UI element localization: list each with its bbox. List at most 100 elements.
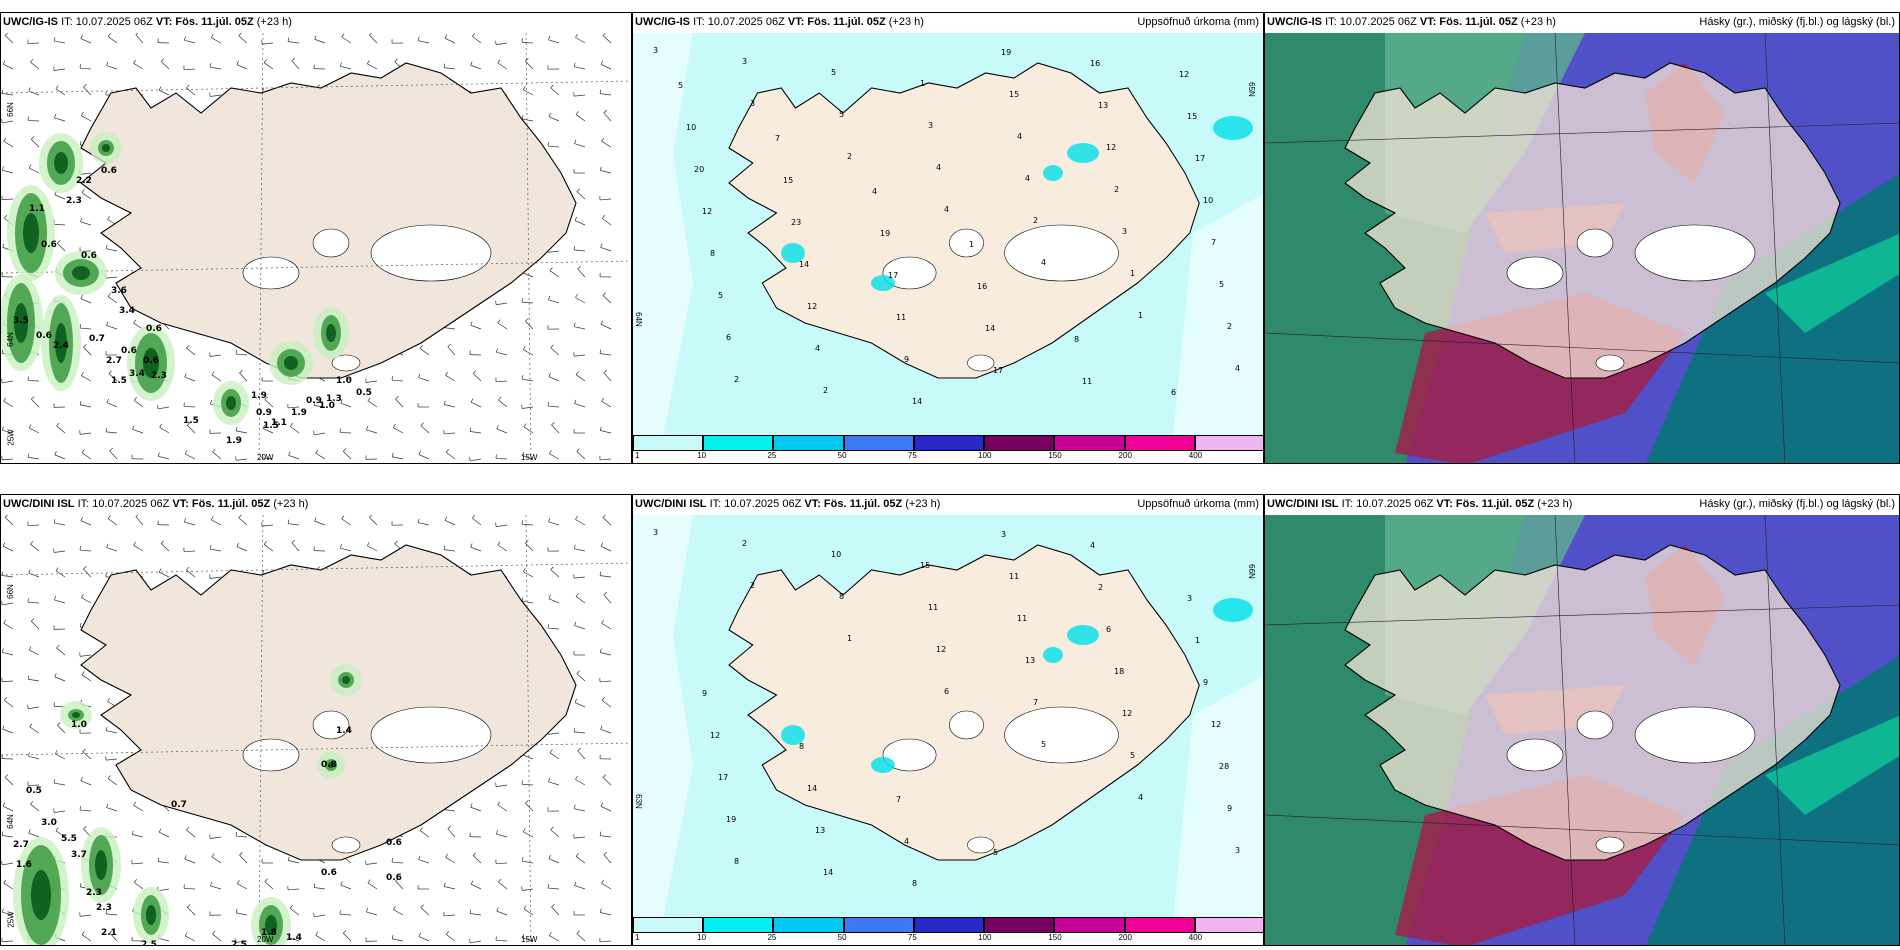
wind-barb bbox=[290, 908, 300, 916]
wind-barb bbox=[27, 602, 40, 604]
wind-barb bbox=[29, 167, 40, 174]
wind-barb bbox=[158, 89, 170, 96]
precip-value: 14 bbox=[799, 260, 809, 269]
lon-label: 15W bbox=[521, 453, 538, 462]
precip-value: 9 bbox=[1203, 678, 1208, 687]
wind-map-panel-top: UWC/IG-IS IT: 10.07.2025 06Z VT: Fös. 11… bbox=[0, 12, 632, 464]
wind-barb bbox=[600, 458, 612, 461]
wind-barb bbox=[80, 298, 92, 304]
precip-value: 4 bbox=[936, 163, 941, 172]
wind-precip-value: 2.3 bbox=[66, 196, 82, 206]
wind-barb bbox=[262, 524, 274, 527]
colorbar-cell bbox=[633, 917, 704, 933]
wind-barb bbox=[574, 66, 586, 70]
iceland-land bbox=[1344, 544, 1841, 861]
wind-barb bbox=[29, 427, 40, 434]
wind-barb bbox=[264, 881, 274, 890]
precip-spot bbox=[871, 275, 895, 291]
wind-barb bbox=[315, 452, 326, 460]
wind-barb bbox=[28, 678, 40, 682]
precip-spot bbox=[1067, 625, 1099, 645]
graticule-line bbox=[1265, 814, 1899, 846]
precip-value: 12 bbox=[710, 731, 720, 740]
wind-barb bbox=[395, 398, 404, 408]
wind-barb bbox=[603, 594, 612, 604]
wind-barb bbox=[54, 550, 66, 553]
wind-precip-value: 3.5 bbox=[13, 316, 29, 326]
colorbar-cell bbox=[984, 435, 1055, 451]
wind-barb bbox=[603, 372, 612, 382]
wind-barb bbox=[186, 829, 196, 838]
wind-precip-value: 5.5 bbox=[61, 834, 77, 844]
cloud-map-panel-bottom: UWC/DINI ISL IT: 10.07.2025 06Z VT: Fös.… bbox=[1264, 494, 1900, 946]
wind-precip-value: 0.6 bbox=[321, 868, 337, 878]
wind-barb bbox=[29, 649, 40, 656]
wind-barb bbox=[367, 882, 378, 890]
graticule-line bbox=[1265, 604, 1899, 626]
wind-precip-value: 1.5 bbox=[111, 376, 127, 386]
colorbar-tick: 150 bbox=[1048, 451, 1062, 460]
panel-header: UWC/IG-IS IT: 10.07.2025 06Z VT: Fös. 11… bbox=[635, 16, 924, 28]
wind-barb bbox=[158, 571, 170, 578]
wind-barb bbox=[2, 651, 14, 656]
colorbar-cell bbox=[1054, 435, 1125, 451]
wind-barb bbox=[603, 854, 612, 864]
precip-value: 9 bbox=[904, 355, 909, 364]
colorbar-tick: 150 bbox=[1048, 933, 1062, 942]
wind-barb bbox=[340, 65, 352, 70]
wind-barb bbox=[109, 450, 118, 460]
colorbar-cell bbox=[984, 917, 1055, 933]
wind-barb bbox=[106, 547, 118, 552]
wind-barb bbox=[444, 886, 456, 890]
wind-barb bbox=[601, 883, 612, 890]
lat-label: 65N bbox=[1247, 82, 1257, 97]
wind-barb bbox=[495, 380, 508, 382]
precip-value: 15 bbox=[920, 561, 930, 570]
wind-precip-value: 0.5 bbox=[356, 388, 372, 398]
precip-value: 6 bbox=[726, 333, 731, 342]
precip-value: 12 bbox=[1211, 720, 1221, 729]
precip-map-panel-top: UWC/IG-IS IT: 10.07.2025 06Z VT: Fös. 11… bbox=[632, 12, 1264, 464]
wind-barb bbox=[418, 454, 430, 460]
wind-barb bbox=[369, 34, 378, 44]
wind-barb bbox=[522, 888, 534, 891]
precip-value: 12 bbox=[1106, 143, 1116, 152]
wind-barb bbox=[574, 808, 586, 812]
wind-barb bbox=[315, 934, 326, 942]
wind-barb bbox=[575, 519, 586, 526]
wind-barb bbox=[28, 456, 40, 460]
wind-precip-value: 0.8 bbox=[321, 760, 337, 770]
wind-barb bbox=[83, 346, 92, 356]
wind-barb bbox=[574, 354, 586, 357]
wind-barb bbox=[548, 299, 560, 304]
wind-barb bbox=[27, 42, 40, 44]
wind-barb bbox=[2, 911, 14, 916]
wind-barb bbox=[2, 602, 14, 606]
wind-precip-value: 0.6 bbox=[146, 324, 162, 334]
precip-value: 2 bbox=[1098, 583, 1103, 592]
precip-value: 6 bbox=[1171, 388, 1176, 397]
precip-value: 7 bbox=[775, 134, 780, 143]
wind-barb bbox=[2, 458, 14, 461]
wind-precip-value: 2.4 bbox=[53, 341, 69, 351]
precip-value: 1 bbox=[1195, 636, 1200, 645]
wind-barb bbox=[55, 88, 66, 96]
wind-barb bbox=[600, 430, 612, 434]
precip-value: 11 bbox=[1017, 614, 1027, 623]
wind-barb bbox=[600, 353, 612, 356]
wind-precip-value: 2.3 bbox=[151, 371, 167, 381]
wind-barb bbox=[132, 862, 144, 865]
wind-barb bbox=[80, 654, 92, 657]
wind-precip-value: 2.5 bbox=[231, 940, 247, 946]
wind-barb bbox=[367, 545, 378, 552]
wind-barb bbox=[522, 41, 534, 44]
wind-barb bbox=[339, 914, 352, 916]
lon-label: 20W bbox=[257, 935, 274, 944]
precip-value: 17 bbox=[718, 773, 728, 782]
wind-barb bbox=[550, 87, 560, 96]
wind-barb bbox=[445, 857, 456, 864]
wind-barb bbox=[4, 699, 14, 708]
wind-barb bbox=[576, 191, 586, 200]
wind-barb bbox=[210, 548, 222, 552]
wind-barb bbox=[80, 404, 92, 408]
